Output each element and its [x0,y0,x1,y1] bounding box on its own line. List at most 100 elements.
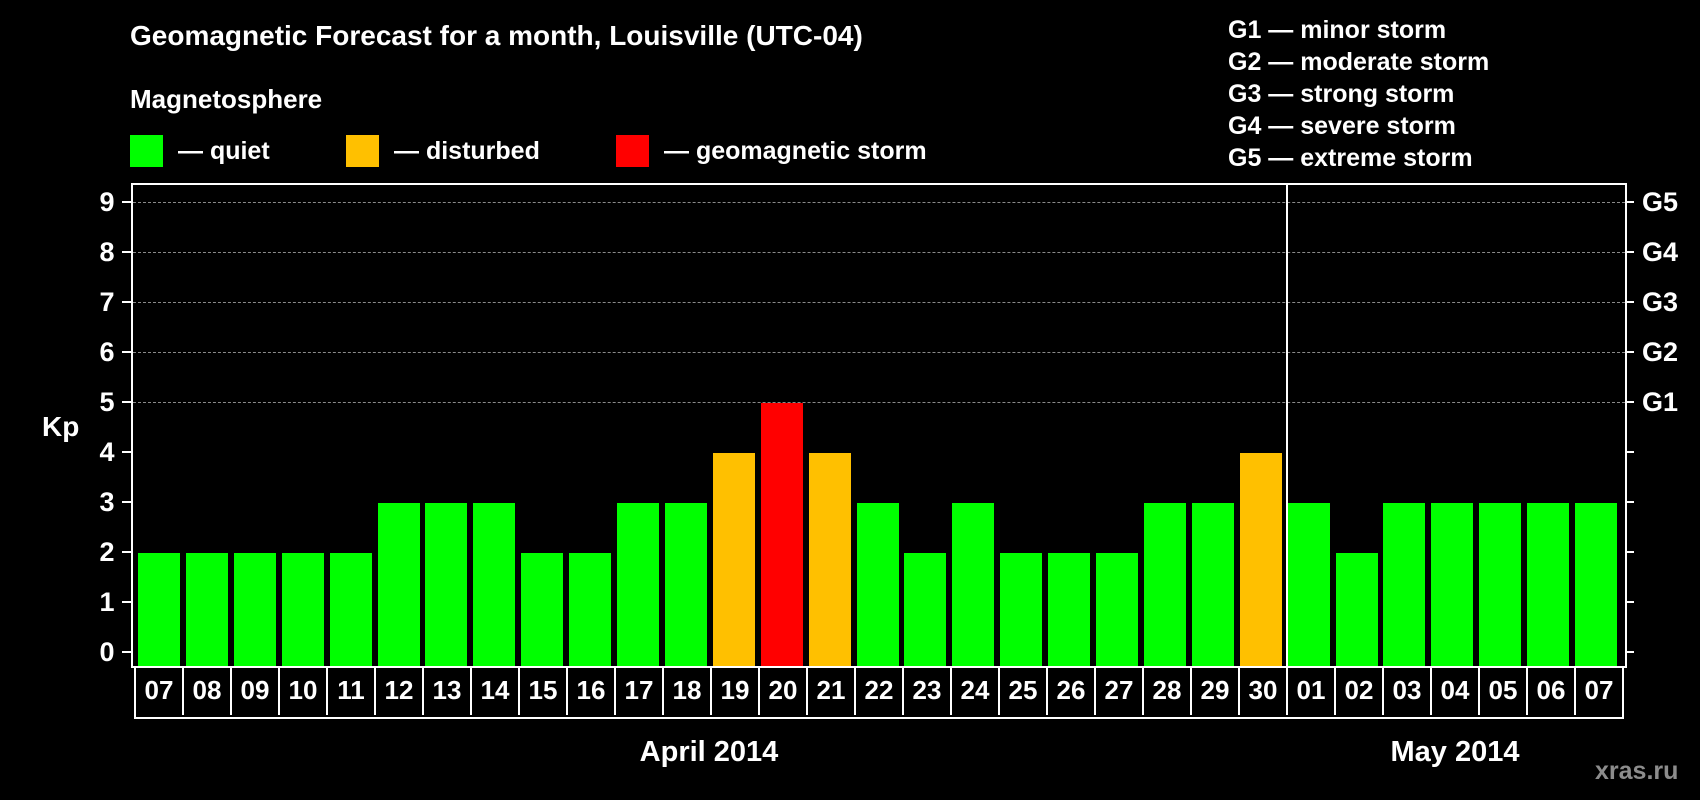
bar-2014-04-23 [904,553,946,668]
bar-2014-04-28 [1144,503,1186,668]
bar-2014-04-25 [1000,553,1042,668]
date-cell: 04 [1432,668,1480,715]
y-tick [122,401,131,403]
chart-title: Geomagnetic Forecast for a month, Louisv… [130,20,863,51]
date-cell: 18 [664,668,712,715]
date-cell: 05 [1480,668,1528,715]
y-tick-label: 1 [99,587,115,617]
date-cell: 13 [424,668,472,715]
legend-item-storm: — geomagnetic storm [616,135,927,167]
g-scale-label: G2 [1642,337,1679,367]
plot-frame [131,183,1627,668]
gridline [133,302,1625,303]
legend-heading: Magnetosphere [130,84,323,114]
date-cell: 16 [568,668,616,715]
legend-item-disturbed: — disturbed [346,135,540,167]
bar-2014-05-07 [1575,503,1617,668]
date-cell: 21 [808,668,856,715]
date-cell: 07 [1584,675,1614,705]
y-tick-label: 3 [99,487,115,517]
disturbed-swatch-icon [346,135,379,167]
date-cell: 10 [280,668,328,715]
bar-2014-04-18 [665,503,707,668]
bar-2014-04-16 [569,553,611,668]
gridline [133,252,1625,253]
x-axis-date-cells: 07 08 09 10 11 12 13 14 15 16 17 18 19 20 21 22 23 24 25 26… [134,668,1624,719]
bar-2014-05-04 [1431,503,1473,668]
y-tick-label: 4 [99,437,115,467]
bar-2014-04-24 [952,503,994,668]
date-cell: 11 [328,668,376,715]
y-tick-right [1625,601,1634,603]
date-cell: 07 [136,668,184,715]
month-divider [1286,183,1288,668]
bar-2014-04-20 [761,403,803,668]
y-tick-right [1625,401,1634,403]
date-cell: 23 [904,668,952,715]
bar-2014-04-19 [713,453,755,668]
date-cell: 12 [376,668,424,715]
bar-2014-04-10 [282,553,324,668]
date-cell: 08 [184,668,232,715]
date-cell: 01 [1288,668,1336,715]
gridline [133,352,1625,353]
y-tick [122,651,131,653]
date-cell: 15 [520,668,568,715]
bar-2014-05-03 [1383,503,1425,668]
date-cell: 30 [1240,668,1288,715]
y-tick-right [1625,301,1634,303]
y-tick-label: 9 [99,187,115,217]
bar-2014-04-22 [857,503,899,668]
storm-swatch-icon [616,135,649,167]
date-cell: 25 [1000,668,1048,715]
y-tick [122,301,131,303]
bar-2014-04-08 [186,553,228,668]
legend-label: — quiet [178,136,270,165]
bar-2014-04-15 [521,553,563,668]
bar-2014-05-01 [1288,503,1330,668]
bar-2014-05-05 [1479,503,1521,668]
storm-scale-g3: G3 — strong storm [1228,80,1455,108]
bar-2014-04-14 [473,503,515,668]
month-label-april: April 2014 [639,736,779,768]
date-cell: 20 [760,668,808,715]
g-scale-label: G3 [1642,287,1679,317]
y-tick [122,501,131,503]
bar-2014-04-12 [378,503,420,668]
y-tick-right [1625,451,1634,453]
watermark: xras.ru [1595,757,1679,785]
g-scale-label: G1 [1642,387,1679,417]
y-tick [122,451,131,453]
g-scale-label: G4 [1642,237,1679,267]
bar-2014-04-26 [1048,553,1090,668]
y-tick-right [1625,251,1634,253]
bar-2014-05-02 [1336,553,1378,668]
y-tick-right [1625,551,1634,553]
y-tick-label: 6 [99,337,115,367]
date-cell: 19 [712,668,760,715]
storm-scale-g4: G4 — severe storm [1228,112,1456,140]
storm-scale-legend: G1 — minor storm G2 — moderate storm G3 … [1228,14,1489,174]
y-tick [122,351,131,353]
y-tick-right [1625,651,1634,653]
y-tick-right [1625,351,1634,353]
legend-label: — disturbed [394,136,540,165]
storm-scale-g1: G1 — minor storm [1228,16,1447,44]
bar-2014-04-21 [809,453,851,668]
date-cell: 03 [1384,668,1432,715]
y-tick-right [1625,201,1634,203]
date-cell: 02 [1336,668,1384,715]
bar-2014-04-29 [1192,503,1234,668]
y-tick [122,551,131,553]
date-cell: 29 [1192,668,1240,715]
bar-2014-04-17 [617,503,659,668]
quiet-swatch-icon [130,135,163,167]
bar-2014-04-27 [1096,553,1138,668]
y-axis-label: Kp [42,411,80,442]
bar-2014-04-09 [234,553,276,668]
legend-item-quiet: — quiet [130,135,270,167]
date-cell: 14 [472,668,520,715]
bar-2014-04-07 [138,553,180,668]
bar-2014-05-06 [1527,503,1569,668]
y-tick [122,251,131,253]
